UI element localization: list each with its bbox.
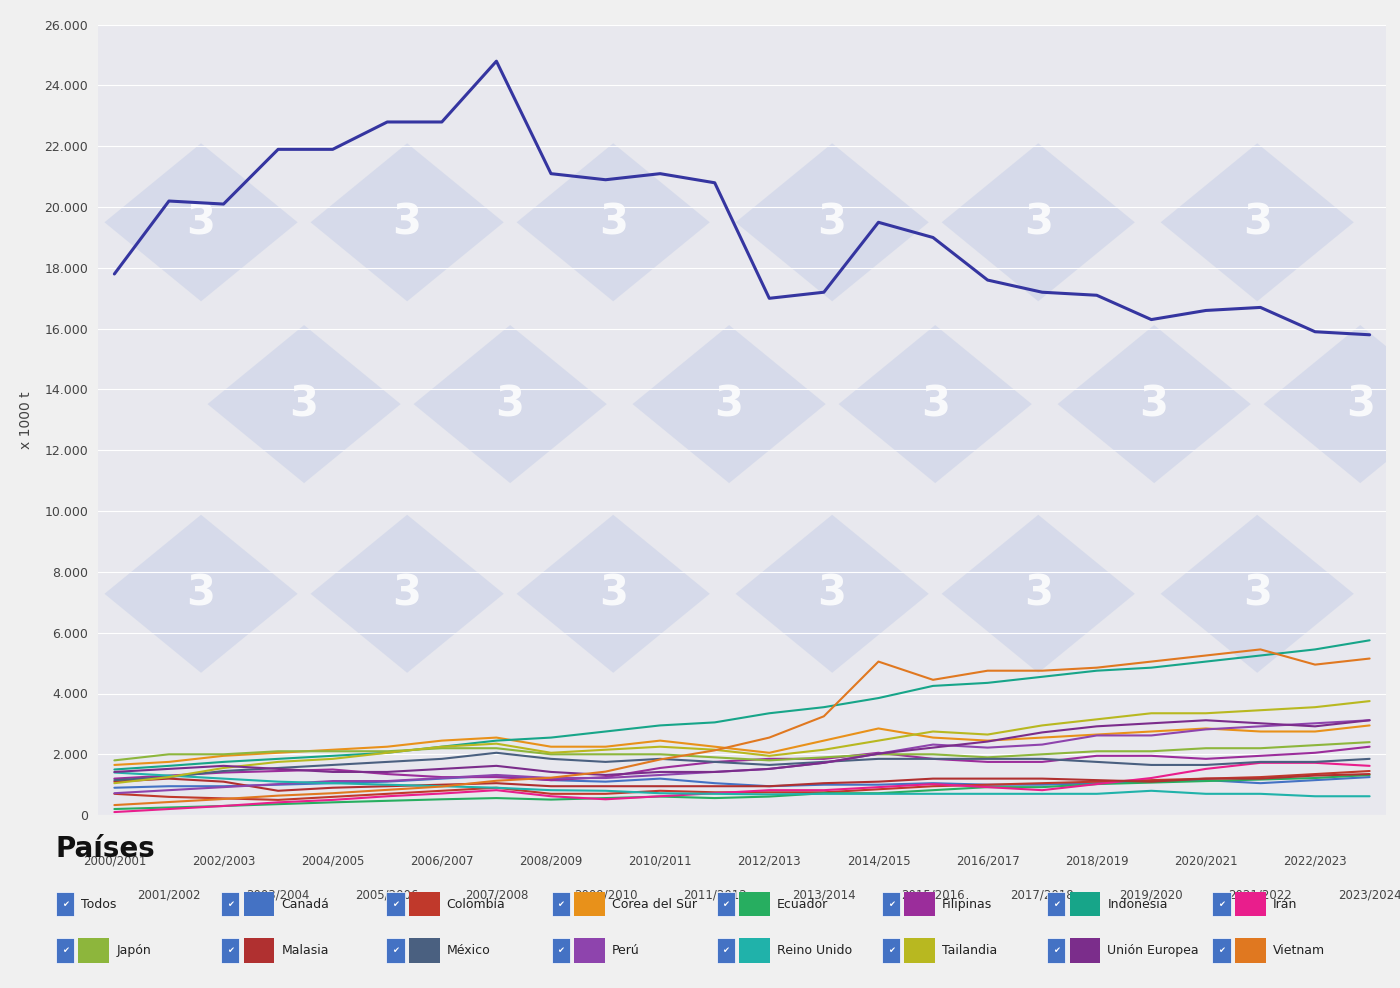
Text: 3: 3 — [599, 202, 627, 243]
Polygon shape — [517, 143, 710, 301]
Text: ✔: ✔ — [888, 899, 895, 909]
Text: ✔: ✔ — [557, 899, 564, 909]
Text: Colombia: Colombia — [447, 897, 505, 911]
Text: 2002/2003: 2002/2003 — [192, 855, 255, 867]
Text: 3: 3 — [1345, 383, 1375, 425]
Polygon shape — [517, 515, 710, 673]
Text: 3: 3 — [921, 383, 949, 425]
Text: 3: 3 — [818, 573, 847, 615]
Text: Ecuador: Ecuador — [777, 897, 829, 911]
Text: Irán: Irán — [1273, 897, 1296, 911]
Text: 2009/2010: 2009/2010 — [574, 888, 637, 901]
Text: 3: 3 — [496, 383, 525, 425]
Text: ✔: ✔ — [722, 899, 729, 909]
Text: 2023/2024: 2023/2024 — [1338, 888, 1400, 901]
Text: Tailandia: Tailandia — [942, 944, 997, 957]
Polygon shape — [633, 325, 826, 483]
Text: 2011/2012: 2011/2012 — [683, 888, 746, 901]
Text: ✔: ✔ — [888, 946, 895, 955]
Text: 2016/2017: 2016/2017 — [956, 855, 1019, 867]
Polygon shape — [105, 515, 298, 673]
Text: 3: 3 — [290, 383, 319, 425]
Text: 3: 3 — [714, 383, 743, 425]
Text: 2000/2001: 2000/2001 — [83, 855, 146, 867]
Text: ✔: ✔ — [392, 899, 399, 909]
Text: ✔: ✔ — [1218, 946, 1225, 955]
Text: Malasia: Malasia — [281, 944, 329, 957]
Text: ✔: ✔ — [392, 946, 399, 955]
Text: 3: 3 — [392, 573, 421, 615]
Text: 3: 3 — [818, 202, 847, 243]
Text: 2010/2011: 2010/2011 — [629, 855, 692, 867]
Polygon shape — [105, 143, 298, 301]
Text: ✔: ✔ — [722, 946, 729, 955]
Text: 2018/2019: 2018/2019 — [1065, 855, 1128, 867]
Text: ✔: ✔ — [1053, 946, 1060, 955]
Polygon shape — [735, 143, 928, 301]
Polygon shape — [207, 325, 400, 483]
Text: 2012/2013: 2012/2013 — [738, 855, 801, 867]
Polygon shape — [735, 515, 928, 673]
Text: 2007/2008: 2007/2008 — [465, 888, 528, 901]
Text: ✔: ✔ — [62, 946, 69, 955]
Text: 2015/2016: 2015/2016 — [902, 888, 965, 901]
Text: 2008/2009: 2008/2009 — [519, 855, 582, 867]
Text: ✔: ✔ — [1053, 899, 1060, 909]
Text: 3: 3 — [1023, 202, 1053, 243]
Text: 3: 3 — [599, 573, 627, 615]
Text: ✔: ✔ — [62, 899, 69, 909]
Polygon shape — [1264, 325, 1400, 483]
Text: Indonesia: Indonesia — [1107, 897, 1168, 911]
Text: 2005/2006: 2005/2006 — [356, 888, 419, 901]
Polygon shape — [1057, 325, 1250, 483]
Text: 3: 3 — [392, 202, 421, 243]
Text: 2019/2020: 2019/2020 — [1120, 888, 1183, 901]
Text: 3: 3 — [186, 573, 216, 615]
Text: 2004/2005: 2004/2005 — [301, 855, 364, 867]
Text: 2017/2018: 2017/2018 — [1011, 888, 1074, 901]
Text: México: México — [447, 944, 490, 957]
Text: ✔: ✔ — [227, 899, 234, 909]
Text: ✔: ✔ — [1218, 899, 1225, 909]
Text: 3: 3 — [1243, 202, 1271, 243]
Text: 2003/2004: 2003/2004 — [246, 888, 309, 901]
Text: Países: Países — [56, 835, 155, 863]
Text: Canadá: Canadá — [281, 897, 329, 911]
Text: 2014/2015: 2014/2015 — [847, 855, 910, 867]
Text: 2021/2022: 2021/2022 — [1229, 888, 1292, 901]
Text: Unión Europea: Unión Europea — [1107, 944, 1198, 957]
Text: Corea del Sur: Corea del Sur — [612, 897, 697, 911]
Text: ✔: ✔ — [227, 946, 234, 955]
Y-axis label: x 1000 t: x 1000 t — [20, 391, 34, 449]
Text: 3: 3 — [186, 202, 216, 243]
Text: 2001/2002: 2001/2002 — [137, 888, 200, 901]
Polygon shape — [311, 143, 504, 301]
Text: Todos: Todos — [81, 897, 116, 911]
Text: Vietnam: Vietnam — [1273, 944, 1324, 957]
Polygon shape — [942, 143, 1135, 301]
Text: 3: 3 — [1023, 573, 1053, 615]
Text: 2006/2007: 2006/2007 — [410, 855, 473, 867]
Polygon shape — [942, 515, 1135, 673]
Polygon shape — [1161, 515, 1354, 673]
Polygon shape — [311, 515, 504, 673]
Text: Japón: Japón — [116, 944, 151, 957]
Text: 2020/2021: 2020/2021 — [1175, 855, 1238, 867]
Text: 2013/2014: 2013/2014 — [792, 888, 855, 901]
Polygon shape — [839, 325, 1032, 483]
Text: 3: 3 — [1140, 383, 1169, 425]
Text: 2022/2023: 2022/2023 — [1284, 855, 1347, 867]
Polygon shape — [413, 325, 606, 483]
Text: Filipinas: Filipinas — [942, 897, 993, 911]
Text: ✔: ✔ — [557, 946, 564, 955]
Text: Reino Unido: Reino Unido — [777, 944, 853, 957]
Text: 3: 3 — [1243, 573, 1271, 615]
Polygon shape — [1161, 143, 1354, 301]
Text: Perú: Perú — [612, 944, 640, 957]
